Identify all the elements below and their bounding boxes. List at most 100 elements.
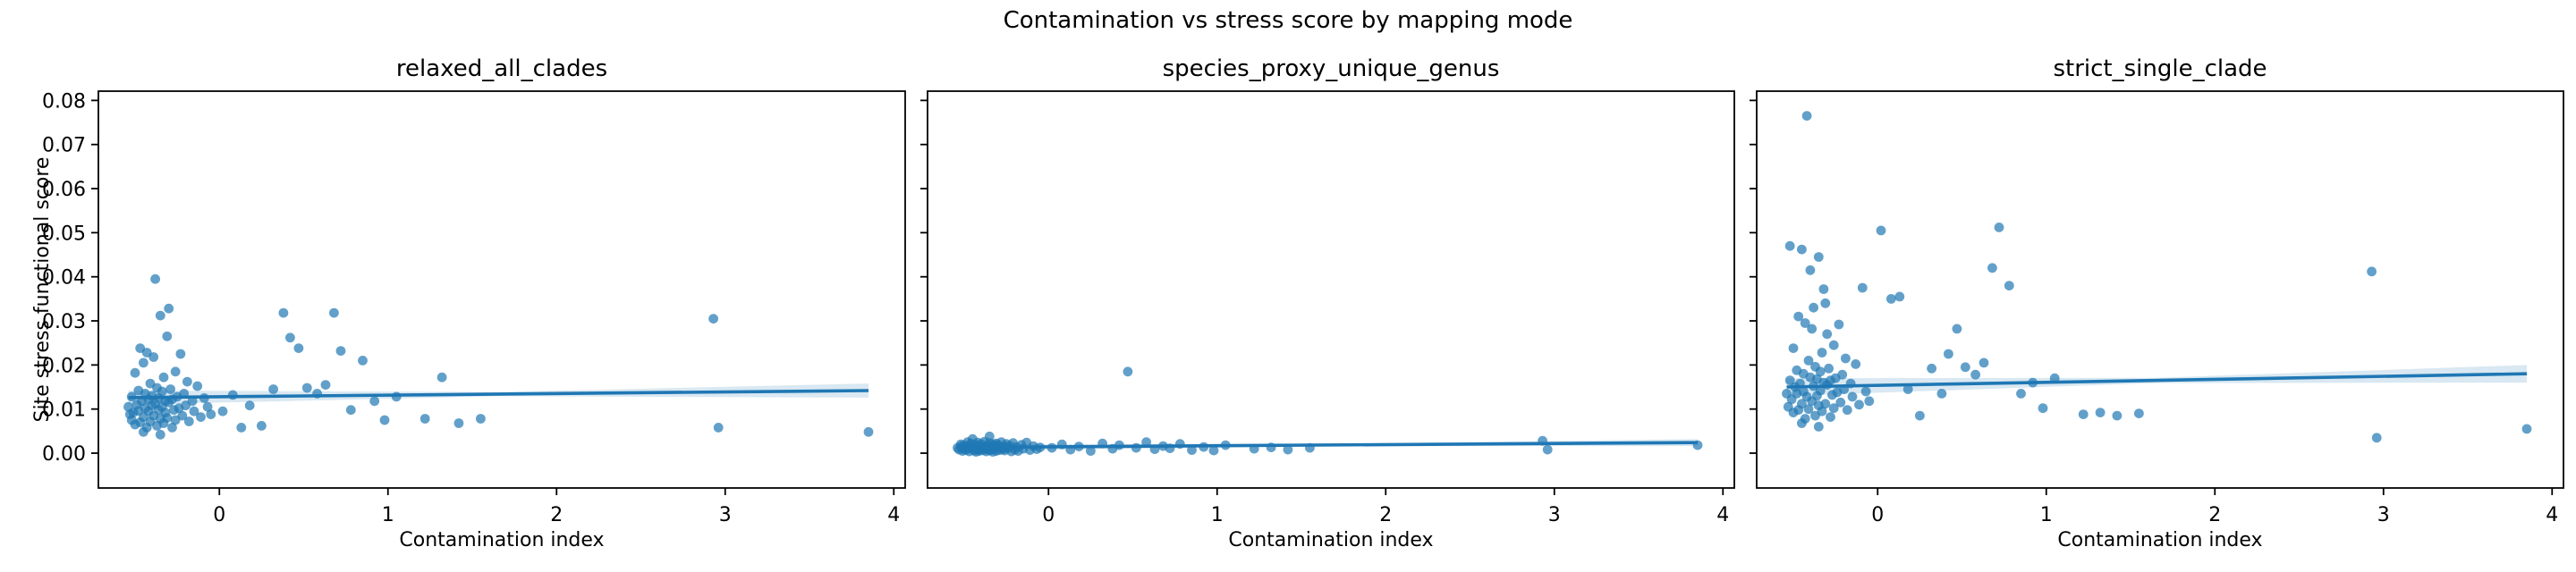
data-point <box>1842 405 1852 416</box>
data-point <box>1813 422 1824 432</box>
y-tick-label: 0.03 <box>42 311 86 333</box>
x-tick-label: 0 <box>1871 504 1884 526</box>
y-tick-label: 0.00 <box>42 443 86 466</box>
data-point <box>1915 410 1925 421</box>
data-point <box>170 366 181 377</box>
data-point <box>257 421 267 431</box>
data-point <box>1817 406 1827 416</box>
data-point <box>379 415 390 425</box>
data-point <box>1979 358 1989 368</box>
data-point <box>863 426 874 437</box>
y-tick-label: 0.05 <box>42 223 86 245</box>
data-point <box>1970 369 1981 380</box>
data-point <box>217 406 228 416</box>
data-point <box>1936 389 1947 399</box>
x-axis-label-2: Contamination index <box>1228 529 1434 551</box>
data-point <box>1860 386 1871 397</box>
data-point <box>1800 414 1810 424</box>
data-point <box>177 410 188 421</box>
data-point <box>2521 424 2532 434</box>
x-axis-label-3: Contamination index <box>2057 529 2263 551</box>
x-tick-label: 4 <box>887 504 900 526</box>
data-point <box>1857 282 1868 293</box>
data-point <box>1784 375 1795 385</box>
panel-title-relaxed-all-clades: relaxed_all_clades <box>395 55 608 82</box>
data-point <box>2004 281 2014 290</box>
trend-line <box>1786 372 2528 389</box>
data-point <box>236 423 247 433</box>
data-point <box>369 396 380 407</box>
x-tick-label: 1 <box>1211 504 1224 526</box>
data-point <box>1828 403 1839 414</box>
data-point <box>436 372 447 383</box>
data-point <box>1086 446 1096 456</box>
data-point <box>1805 265 1816 275</box>
x-tick-label: 2 <box>550 504 563 526</box>
data-point <box>984 431 995 442</box>
data-point <box>206 409 216 419</box>
data-point <box>2038 403 2048 414</box>
data-point <box>175 349 186 359</box>
data-point <box>150 273 161 284</box>
data-point <box>713 423 724 433</box>
data-point <box>183 416 194 426</box>
y-tick-label: 0.01 <box>42 400 86 422</box>
data-point <box>268 384 278 394</box>
data-point <box>2095 408 2106 417</box>
data-point <box>329 307 339 318</box>
data-point <box>1283 444 1293 455</box>
data-point <box>1820 298 1831 308</box>
data-point <box>196 412 206 422</box>
data-point <box>1784 240 1795 251</box>
data-point <box>285 332 295 343</box>
data-point <box>187 396 198 407</box>
data-point <box>202 401 213 412</box>
trend-line <box>957 441 1699 450</box>
data-point <box>1987 263 1997 273</box>
data-point <box>708 314 718 324</box>
data-point <box>1187 445 1197 455</box>
x-tick-label: 1 <box>382 504 394 526</box>
data-point <box>2016 389 2026 399</box>
data-point <box>1208 445 1219 456</box>
data-point <box>419 414 430 424</box>
y-tick-label: 0.04 <box>42 267 86 290</box>
x-tick-label: 4 <box>1716 504 1729 526</box>
data-point <box>1927 363 1937 374</box>
data-point <box>1864 396 1875 407</box>
data-point <box>167 423 177 433</box>
data-point <box>1826 412 1835 422</box>
data-point <box>1797 399 1807 409</box>
data-point <box>278 307 289 318</box>
data-point <box>2371 433 2382 443</box>
data-point <box>1837 369 1848 380</box>
x-tick-label: 2 <box>2208 504 2221 526</box>
figure-title: Contamination vs stress score by mapping… <box>1003 7 1573 34</box>
data-point <box>1800 318 1810 328</box>
data-point <box>1994 223 2004 232</box>
data-point <box>1807 324 1818 334</box>
data-point <box>1854 400 1864 410</box>
data-point <box>1902 384 1913 394</box>
data-point <box>1822 329 1833 340</box>
data-point <box>1815 366 1826 377</box>
data-point <box>2134 408 2144 418</box>
data-point <box>1841 353 1851 364</box>
data-point <box>1944 349 1953 359</box>
data-point <box>1803 356 1814 366</box>
x-tick-label: 2 <box>1379 504 1392 526</box>
data-point <box>1813 252 1824 262</box>
data-point <box>1818 284 1829 294</box>
data-point <box>155 429 165 440</box>
data-point <box>476 414 486 424</box>
data-point <box>391 391 402 402</box>
data-point <box>189 406 199 416</box>
data-point <box>453 418 464 428</box>
axes-frame <box>927 90 1735 489</box>
data-point <box>335 346 346 356</box>
data-point <box>158 372 169 383</box>
axes-frame <box>1756 90 2564 489</box>
data-point <box>165 384 176 394</box>
